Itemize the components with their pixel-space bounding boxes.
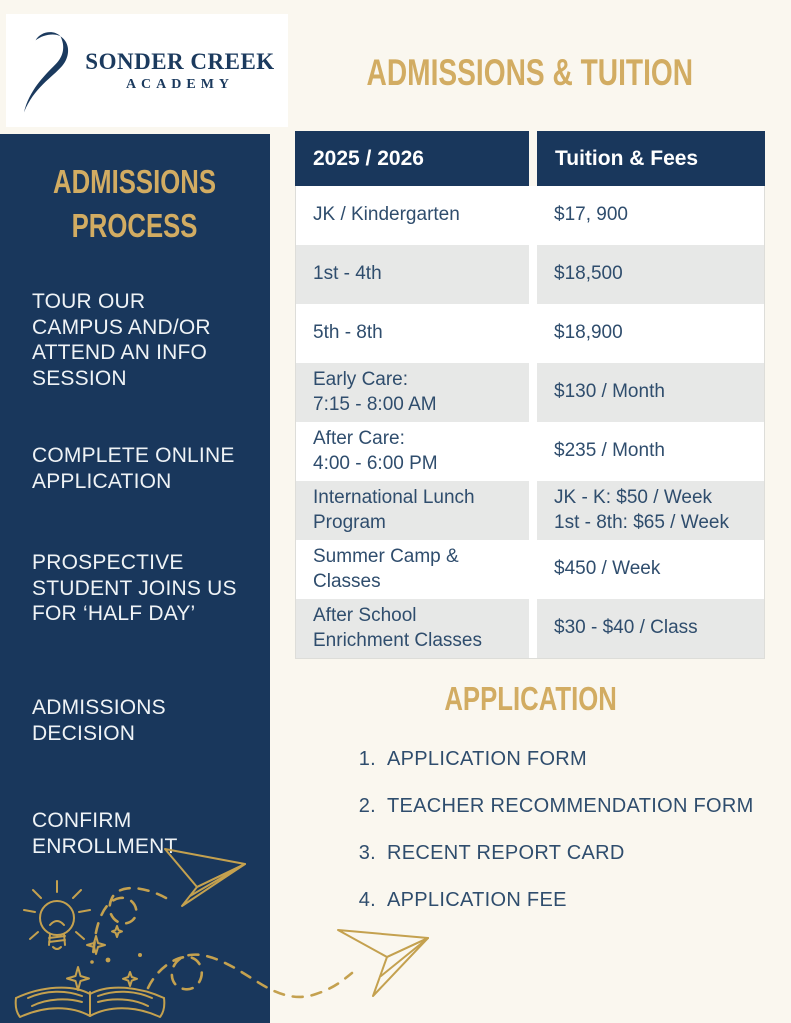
table-header-fees: Tuition & Fees — [537, 131, 765, 186]
page-title-text: ADMISSIONS & TUITION — [366, 52, 694, 93]
process-step-half-day: PROSPECTIVE STUDENT JOINS US FOR ‘HALF D… — [32, 551, 237, 626]
creek-swoosh-icon — [24, 31, 69, 112]
open-book-icon — [14, 986, 166, 1018]
row-value: $30 - $40 / Class — [537, 599, 764, 658]
row-label: After Care: 4:00 - 6:00 PM — [296, 422, 529, 481]
logo-box: SONDER CREEK ACADEMY — [6, 14, 288, 127]
process-step-application: COMPLETE ONLINE APPLICATION — [32, 444, 235, 493]
page-title: ADMISSIONS & TUITION — [295, 52, 765, 94]
table-header-year: 2025 / 2026 — [295, 131, 529, 186]
sidebar: ADMISSIONS PROCESS TOUR OUR CAMPUS AND/O… — [0, 134, 270, 1023]
sidebar-title: ADMISSIONS PROCESS — [0, 160, 270, 247]
item-label: APPLICATION FORM — [387, 748, 588, 770]
table-row: 1st - 4th $18,500 — [296, 245, 764, 304]
application-list: 1. APPLICATION FORM 2. TEACHER RECOMMEND… — [348, 748, 754, 912]
item-label: RECENT REPORT CARD — [387, 842, 625, 864]
logo-text: SONDER CREEK ACADEMY — [85, 49, 274, 93]
paper-airplane-icon — [164, 848, 246, 907]
paper-airplane-icon — [337, 929, 429, 997]
row-value: $450 / Week — [537, 540, 764, 599]
lightbulb-icon — [23, 880, 91, 950]
row-value: $17, 900 — [537, 186, 764, 245]
item-number: 2. — [358, 795, 376, 817]
process-step-decision: ADMISSIONS DECISION — [32, 696, 166, 745]
table-header-row: 2025 / 2026 Tuition & Fees — [295, 131, 765, 186]
item-number: 1. — [358, 748, 376, 770]
table-row: After School Enrichment Classes $30 - $4… — [296, 599, 764, 658]
row-label: After School Enrichment Classes — [296, 599, 529, 658]
dashed-flight-path — [146, 953, 354, 999]
tuition-table: 2025 / 2026 Tuition & Fees JK / Kinderga… — [295, 131, 765, 659]
row-value: JK - K: $50 / Week 1st - 8th: $65 / Week — [537, 481, 764, 540]
item-label: TEACHER RECOMMENDATION FORM — [387, 795, 754, 817]
table-row: International Lunch Program JK - K: $50 … — [296, 481, 764, 540]
row-label: Summer Camp & Classes — [296, 540, 529, 599]
list-item: 1. APPLICATION FORM — [348, 748, 754, 771]
table-row: JK / Kindergarten $17, 900 — [296, 186, 764, 245]
table-row: After Care: 4:00 - 6:00 PM $235 / Month — [296, 422, 764, 481]
logo-subtitle: ACADEMY — [125, 76, 235, 92]
list-item: 2. TEACHER RECOMMENDATION FORM — [348, 795, 754, 818]
item-number: 3. — [358, 842, 376, 864]
table-row: Summer Camp & Classes $450 / Week — [296, 540, 764, 599]
table-header-gap — [529, 131, 537, 186]
row-label: 1st - 4th — [296, 245, 529, 304]
row-value: $235 / Month — [537, 422, 764, 481]
sparkle-stars-icon — [66, 925, 142, 991]
process-step-tour: TOUR OUR CAMPUS AND/OR ATTEND AN INFO SE… — [32, 290, 211, 390]
logo-title: SONDER CREEK — [85, 48, 275, 74]
row-label: JK / Kindergarten — [296, 186, 529, 245]
item-label: APPLICATION FEE — [387, 889, 567, 911]
application-title-text: APPLICATION — [444, 680, 617, 717]
dashed-flight-path — [91, 886, 168, 958]
row-label: Early Care: 7:15 - 8:00 AM — [296, 363, 529, 422]
list-item: 3. RECENT REPORT CARD — [348, 842, 754, 865]
list-item: 4. APPLICATION FEE — [348, 889, 754, 912]
row-value: $18,900 — [537, 304, 764, 363]
row-label: International Lunch Program — [296, 481, 529, 540]
row-value: $130 / Month — [537, 363, 764, 422]
application-title: APPLICATION — [270, 680, 791, 718]
doodle-artwork — [14, 848, 429, 1018]
row-value: $18,500 — [537, 245, 764, 304]
sidebar-title-text: ADMISSIONS PROCESS — [53, 163, 217, 244]
table-row: Early Care: 7:15 - 8:00 AM $130 / Month — [296, 363, 764, 422]
row-label: 5th - 8th — [296, 304, 529, 363]
table-body: JK / Kindergarten $17, 900 1st - 4th $18… — [295, 186, 765, 659]
item-number: 4. — [358, 889, 376, 911]
process-step-enrollment: CONFIRM ENROLLMENT — [32, 809, 178, 858]
table-row: 5th - 8th $18,900 — [296, 304, 764, 363]
